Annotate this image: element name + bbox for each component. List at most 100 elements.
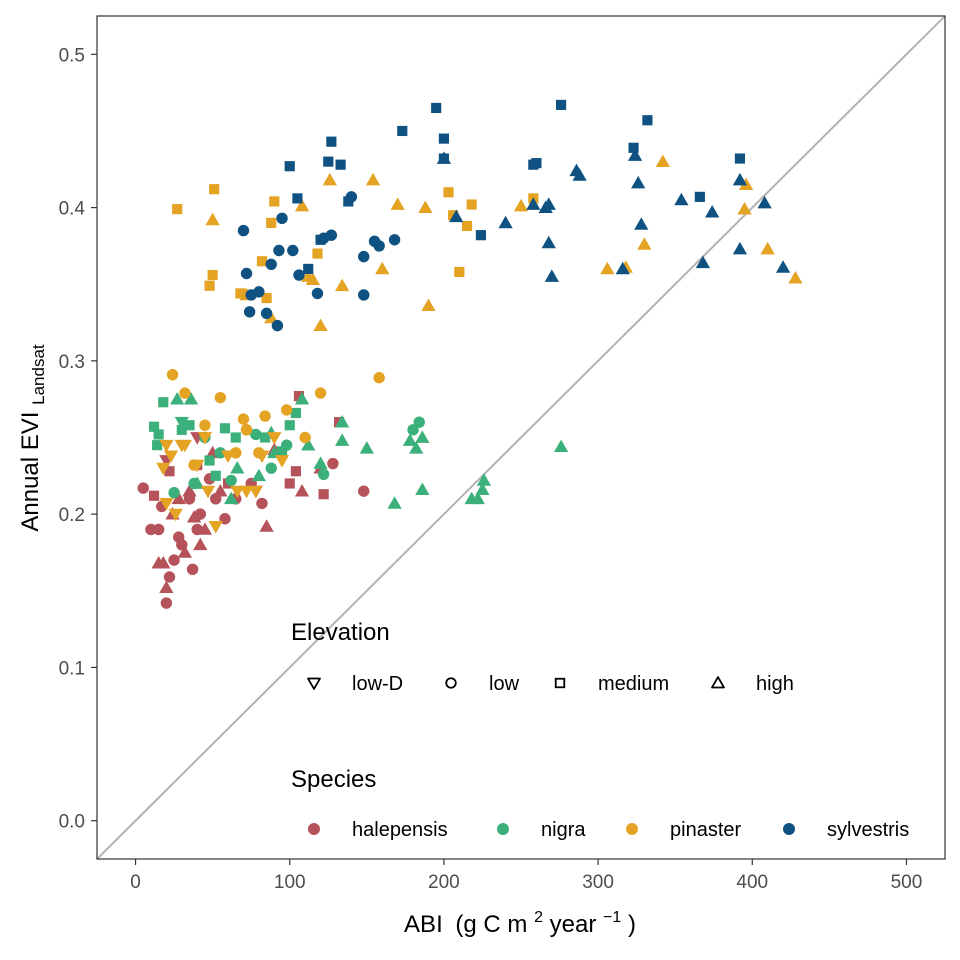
x-tick-label: 0 (130, 872, 141, 893)
point-nigra-medium (230, 432, 241, 443)
point-pinaster-medium (261, 292, 272, 304)
point-nigra-medium (184, 420, 195, 431)
point-pinaster-low-D (274, 455, 290, 468)
point-nigra-high (553, 439, 569, 453)
legend-key-triangle-up-icon (711, 676, 725, 689)
point-pinaster-low (199, 419, 211, 431)
legend-key-circle-icon (783, 823, 795, 835)
point-nigra-high (470, 491, 485, 505)
point-nigra-medium (276, 446, 288, 457)
point-halepensis-high (213, 484, 228, 497)
point-halepensis-low (163, 571, 176, 583)
legend-key-triangle-down-icon (307, 677, 321, 690)
point-sylvestris-high (732, 172, 748, 186)
legend-key-circle-icon (626, 823, 638, 835)
point-pinaster-high (365, 172, 381, 186)
point-halepensis-low (256, 497, 268, 510)
point-sylvestris-low (240, 267, 253, 280)
point-pinaster-low-D (239, 485, 254, 499)
point-halepensis-low (168, 554, 180, 566)
x-tick-label: 500 (891, 872, 923, 893)
point-pinaster-high (421, 298, 436, 312)
point-sylvestris-medium (628, 142, 639, 153)
point-sylvestris-low (260, 307, 273, 320)
legend-elevation-label: low (489, 673, 520, 695)
x-tick-label: 300 (582, 872, 614, 893)
plot-panel-border (96, 15, 946, 860)
x-tick-label: 200 (428, 872, 460, 893)
point-sylvestris-high (775, 260, 791, 273)
y-tick-label: 0.3 (59, 352, 85, 373)
point-sylvestris-high (541, 197, 556, 210)
point-halepensis-high (193, 537, 208, 551)
point-sylvestris-high (526, 197, 541, 210)
x-axis-title-sup-1: 2 (534, 909, 543, 926)
point-pinaster-low-D (159, 439, 174, 453)
point-sylvestris-low (311, 287, 324, 300)
point-halepensis-low (152, 523, 165, 536)
point-sylvestris-low (287, 244, 299, 257)
x-axis-title-unit-start: (g C m (455, 911, 527, 938)
point-nigra-low (168, 486, 180, 499)
point-sylvestris-high (615, 261, 630, 275)
point-sylvestris-medium (323, 156, 334, 167)
point-nigra-medium (176, 424, 187, 435)
point-pinaster-high (322, 172, 337, 186)
point-pinaster-low (240, 424, 253, 436)
point-pinaster-high (375, 261, 390, 275)
point-halepensis-low (186, 563, 199, 576)
point-sylvestris-low (243, 306, 256, 318)
legend-species-nigra: nigra (497, 819, 586, 841)
point-pinaster-medium (266, 217, 277, 229)
point-pinaster-high (788, 270, 803, 284)
point-halepensis-medium (293, 391, 305, 402)
point-nigra-high (359, 441, 374, 454)
point-nigra-medium (204, 455, 215, 466)
point-nigra-high (301, 438, 316, 451)
point-pinaster-medium (454, 266, 465, 278)
point-pinaster-medium (443, 187, 454, 198)
point-nigra-low (214, 447, 227, 459)
x-axis-title: ABI (g C m 2 year −1 ) (404, 901, 636, 938)
point-pinaster-low (179, 387, 191, 399)
point-halepensis-low (327, 457, 339, 470)
data-points (137, 99, 803, 609)
point-pinaster-high (637, 237, 652, 250)
legend-elevation-label: high (756, 673, 794, 695)
point-pinaster-low-D (197, 432, 213, 445)
y-tick-label: 0.5 (59, 45, 85, 66)
point-nigra-medium (219, 423, 231, 434)
point-halepensis-high (197, 522, 213, 535)
point-sylvestris-high (695, 255, 711, 269)
point-halepensis-medium (318, 489, 329, 500)
point-nigra-medium (290, 407, 301, 419)
point-pinaster-low (214, 391, 227, 404)
point-halepensis-high (182, 484, 197, 497)
legend-species-label: halepensis (352, 819, 448, 841)
point-pinaster-high (760, 241, 775, 255)
y-axis-title-main: Annual EVI (17, 412, 44, 532)
x-axis-title-unit-end: ) (628, 911, 636, 938)
point-pinaster-low-D (190, 459, 205, 473)
point-sylvestris-low (358, 289, 370, 301)
point-nigra-high (335, 415, 350, 428)
point-pinaster-medium (466, 199, 477, 210)
point-pinaster-low-D (248, 485, 263, 499)
point-halepensis-low (358, 485, 370, 497)
point-sylvestris-high (572, 168, 587, 181)
point-sylvestris-high (705, 205, 720, 218)
point-halepensis-high (159, 580, 174, 594)
legend: Elevation low-D low medium high Species hal… (291, 619, 909, 841)
point-sylvestris-low (293, 269, 305, 281)
point-nigra-high (476, 473, 492, 486)
point-nigra-low (407, 424, 419, 436)
point-pinaster-low (230, 447, 242, 459)
point-nigra-high (251, 468, 267, 482)
legend-key-circle-icon (445, 677, 457, 689)
point-halepensis-high (259, 519, 274, 532)
legend-elevation-low: low (445, 673, 520, 695)
legend-species-sylvestris: sylvestris (783, 819, 909, 841)
point-halepensis-high (156, 556, 171, 569)
point-pinaster-high (600, 261, 615, 275)
point-pinaster-high (655, 154, 670, 167)
